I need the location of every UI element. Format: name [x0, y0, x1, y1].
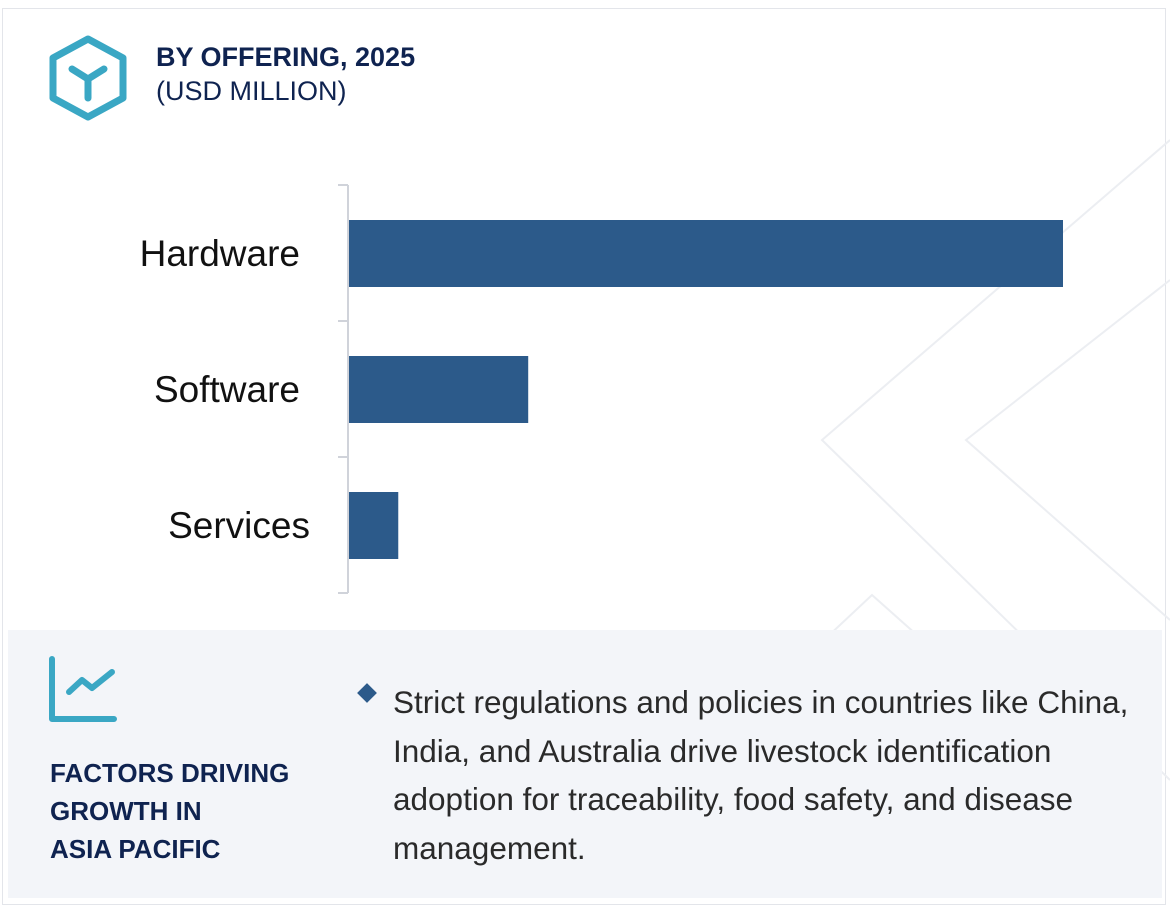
factor-description: Strict regulations and policies in count… [393, 684, 1129, 866]
category-label: Software [154, 369, 300, 410]
bar-services [349, 492, 399, 559]
bar-hardware [349, 220, 1063, 287]
factors-heading-line: FACTORS DRIVING [50, 758, 290, 788]
factors-heading-line: GROWTH IN [50, 796, 202, 826]
bar-software [349, 356, 529, 423]
factors-heading: FACTORS DRIVING GROWTH IN ASIA PACIFIC [50, 754, 289, 868]
factors-panel [8, 630, 1162, 898]
chart-title-main: BY OFFERING, 2025 [156, 42, 416, 72]
chart-title: BY OFFERING, 2025 (USD MILLION) [156, 40, 415, 108]
chart-units: (USD MILLION) [156, 76, 347, 106]
factors-heading-line: ASIA PACIFIC [50, 834, 221, 864]
hexagon-y-icon [49, 35, 127, 121]
trend-line-chart-icon [49, 656, 117, 722]
category-label: Services [168, 505, 310, 546]
category-label: Hardware [140, 233, 300, 274]
